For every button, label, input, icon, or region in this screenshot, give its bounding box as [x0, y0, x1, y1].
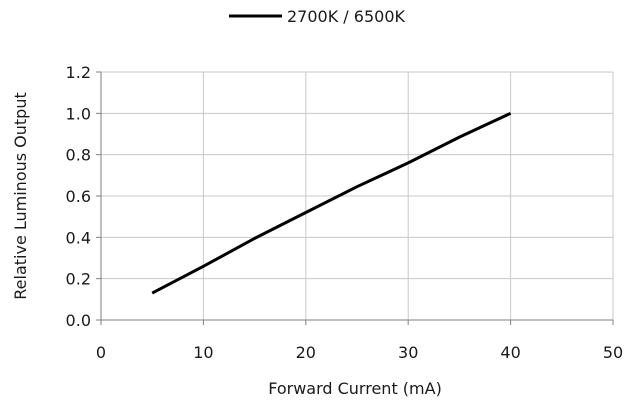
series-line: [151, 111, 512, 295]
y-tick-label: 0.8: [66, 146, 91, 165]
y-tick-label: 1.2: [66, 63, 91, 82]
y-tick-label: 0.6: [66, 187, 91, 206]
y-tick-label: 0.2: [66, 270, 91, 289]
y-tick-label: 1.0: [66, 104, 91, 123]
x-tick-label: 0: [96, 343, 106, 362]
x-tick-label: 50: [603, 343, 623, 362]
series-layer: [151, 111, 512, 295]
x-axis-ticks: 0 10 20 30 40 50: [96, 320, 623, 362]
legend-label: 2700K / 6500K: [287, 7, 405, 26]
y-tick-label: 0.4: [66, 228, 91, 247]
x-tick-label: 10: [193, 343, 213, 362]
y-axis-ticks: 0.0 0.2 0.4 0.6 0.8 1.0 1.2: [66, 63, 101, 330]
x-tick-label: 20: [296, 343, 316, 362]
y-axis-title: Relative Luminous Output: [11, 92, 30, 299]
gridlines: [101, 71, 614, 320]
x-axis-title: Forward Current (mA): [268, 379, 442, 398]
y-tick-label: 0.0: [66, 311, 91, 330]
x-tick-label: 30: [398, 343, 418, 362]
x-tick-label: 40: [500, 343, 520, 362]
legend: 2700K / 6500K: [229, 7, 405, 26]
